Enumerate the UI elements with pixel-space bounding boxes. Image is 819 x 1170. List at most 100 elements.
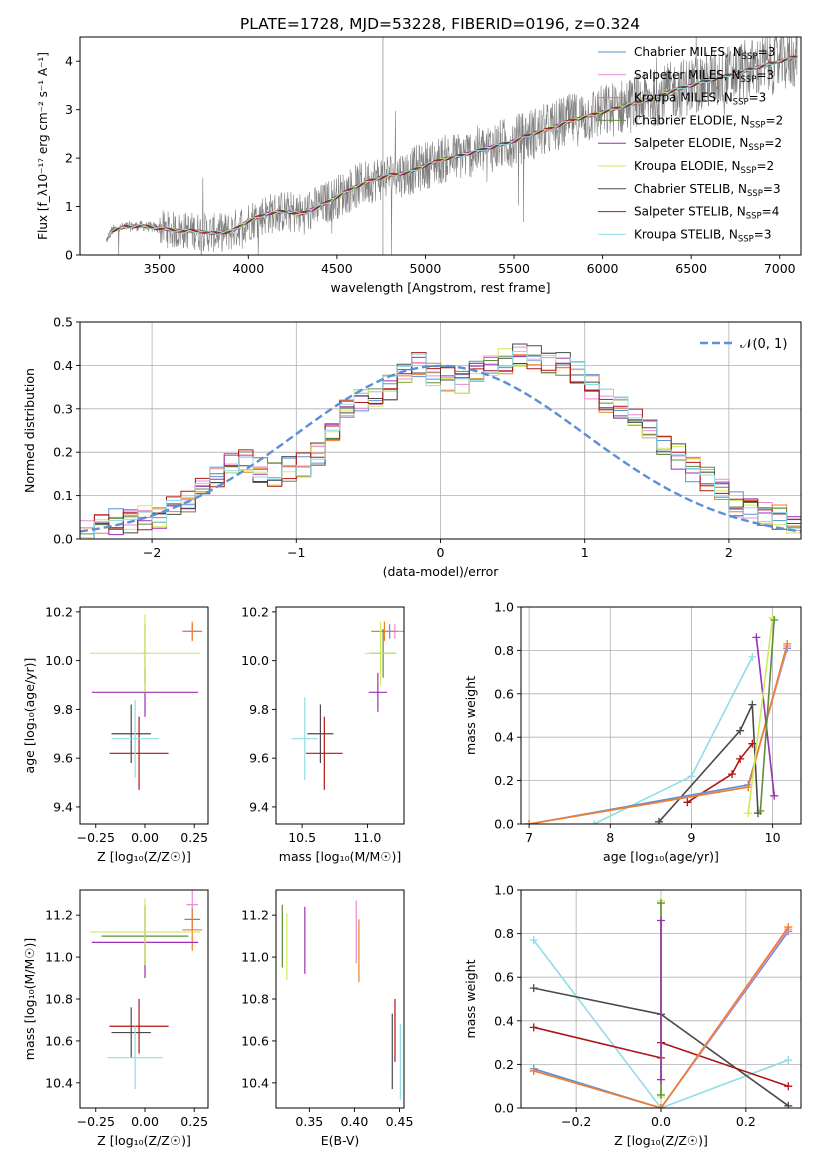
- x-tick-label: 0: [437, 545, 445, 560]
- y-tick-label: 10.4: [241, 1075, 269, 1090]
- x-tick-label: 7: [525, 830, 533, 845]
- x-axis-label: mass [log₁₀(M/M☉)]: [279, 849, 401, 864]
- legend-series-name: Salpeter MILES: [634, 68, 724, 82]
- axes-frame: [79, 889, 209, 1109]
- plus-marker: [770, 616, 779, 625]
- legend-label: 𝒩(0, 1): [740, 337, 787, 352]
- plus-marker: [784, 1082, 793, 1091]
- y-tick-label: 3: [65, 102, 73, 117]
- mass-weight-line: [755, 637, 775, 796]
- legend-nssp-value: 4: [772, 205, 780, 219]
- axes-frame: [79, 606, 209, 825]
- y-tick-label: 0.0: [494, 1101, 514, 1116]
- x-axis-label: Z [log₁₀(Z/Z☉)]: [614, 1133, 708, 1148]
- legend-label: Kroupa MILES, NSSP=3: [634, 91, 766, 108]
- y-tick-label: 9.8: [53, 702, 73, 717]
- mass-weight-line: [747, 617, 774, 814]
- y-tick-label: 0.8: [494, 926, 514, 941]
- legend-nssp-sub: SSP: [750, 120, 766, 130]
- x-axis-label: age [log₁₀(age/yr)]: [603, 849, 719, 864]
- y-tick-label: 0.4: [494, 1013, 514, 1028]
- x-tick-label: −0.2: [561, 1114, 591, 1129]
- x-tick-label: 0.25: [180, 830, 208, 845]
- y-tick-label: 0.6: [494, 686, 514, 701]
- y-axis-label: mass weight: [463, 676, 478, 755]
- legend-label: Chabrier STELIB, NSSP=3: [634, 182, 781, 199]
- mass-weight-line: [686, 743, 753, 803]
- y-tick-label: 10.8: [45, 992, 73, 1007]
- y-tick-label: 0.0: [53, 532, 73, 547]
- y-tick-label: 1: [65, 199, 73, 214]
- y-tick-label: 0.2: [494, 1057, 514, 1072]
- x-tick-label: 11.0: [354, 830, 382, 845]
- axes-spectrum: 3500 4000 4500 5000 5500 6000 6500 700001234wav…: [36, 36, 802, 295]
- histogram-step-line: [80, 352, 801, 539]
- plus-marker: [529, 1023, 538, 1032]
- x-axis-label: E(B-V): [321, 1133, 360, 1148]
- x-tick-label: 4500: [321, 261, 353, 276]
- legend-nssp-value: 3: [773, 182, 781, 196]
- legend-nssp-eq: =: [763, 182, 773, 196]
- data-spectrum-line: [106, 37, 798, 255]
- x-tick-label: 5000: [410, 261, 442, 276]
- plus-marker: [590, 820, 599, 824]
- legend-nssp-prefix: , N: [716, 91, 733, 105]
- y-tick-label: 11.2: [241, 908, 269, 923]
- x-tick-label: 5500: [498, 261, 530, 276]
- legend-nssp-prefix: , N: [730, 182, 747, 196]
- plot-area: [281, 900, 401, 1100]
- y-tick-label: 9.6: [53, 751, 73, 766]
- legend-nssp-eq: =: [762, 205, 772, 219]
- axes-weight-vs-age: 7 8 9 10 0.0 0.2 0.4 0.6 0.8 1.0 age [log₁₀(age/yr…: [463, 600, 802, 864]
- legend-nssp-prefix: , N: [725, 45, 742, 59]
- x-axis-label: (data-model)/error: [383, 564, 500, 579]
- plus-marker: [657, 1075, 665, 1084]
- x-tick-label: 3500: [144, 261, 176, 276]
- x-tick-label: 0.45: [386, 1114, 414, 1129]
- axes-residuals: −2 −1 0 1 2 0.0 0.1 0.2 0.3 0.4 0.5 (data-model)/er…: [22, 315, 802, 579]
- legend-label: Salpeter STELIB, NSSP=4: [634, 205, 779, 222]
- y-tick-label: 0.5: [53, 315, 73, 330]
- legend-label: Chabrier ELODIE, NSSP=2: [634, 113, 783, 130]
- axes-mass-vs-Z: −0.25 0.00 0.25 10.4 10.6 10.8 11.0 11.2 Z [log₁…: [22, 889, 209, 1148]
- legend-label: Salpeter ELODIE, NSSP=2: [634, 136, 782, 153]
- plus-marker: [657, 899, 665, 908]
- y-tick-label: 0.6: [494, 970, 514, 985]
- plus-marker: [529, 984, 538, 993]
- plus-marker: [752, 633, 761, 642]
- plot-area: [521, 890, 801, 1108]
- legend-nssp-value: 3: [767, 68, 775, 82]
- plot-area: [291, 621, 404, 790]
- y-tick-label: 10.8: [241, 992, 269, 1007]
- plus-marker: [657, 1104, 665, 1108]
- legend-nssp-eq: =: [756, 159, 766, 173]
- x-tick-label: −1: [287, 545, 305, 560]
- x-tick-label: 8: [606, 830, 614, 845]
- plus-marker: [784, 1101, 793, 1108]
- plus-marker: [529, 1066, 538, 1075]
- mass-weight-line: [759, 619, 775, 812]
- plus-marker: [683, 798, 692, 807]
- legend-label: Chabrier MILES, NSSP=3: [634, 45, 775, 62]
- mass-weight-line: [528, 647, 788, 824]
- plot-area: [89, 890, 203, 1090]
- plus-marker: [529, 936, 538, 945]
- plus-marker: [657, 1090, 665, 1099]
- legend-nssp-prefix: , N: [724, 68, 741, 82]
- plot-area: [89, 614, 203, 790]
- x-tick-label: −0.25: [77, 830, 115, 845]
- x-axis-label: Z [log₁₀(Z/Z☉)]: [97, 1133, 191, 1148]
- plus-marker: [748, 700, 757, 709]
- x-tick-label: 6500: [675, 261, 707, 276]
- x-tick-label: 1: [581, 545, 589, 560]
- legend-nssp-value: 3: [768, 45, 776, 59]
- y-tick-label: 10.2: [45, 604, 73, 619]
- y-tick-label: 0.0: [494, 817, 514, 832]
- x-tick-label: 10: [765, 830, 781, 845]
- legend-nssp-sub: SSP: [747, 189, 763, 199]
- y-tick-label: 11.0: [45, 950, 73, 965]
- legend-series-name: Chabrier ELODIE: [634, 113, 733, 127]
- x-tick-label: 2: [725, 545, 733, 560]
- axes-weight-vs-Z: −0.2 0.0 0.2 0.0 0.2 0.4 0.6 0.8 1.0 Z [log₁₀(Z/Z…: [463, 883, 802, 1148]
